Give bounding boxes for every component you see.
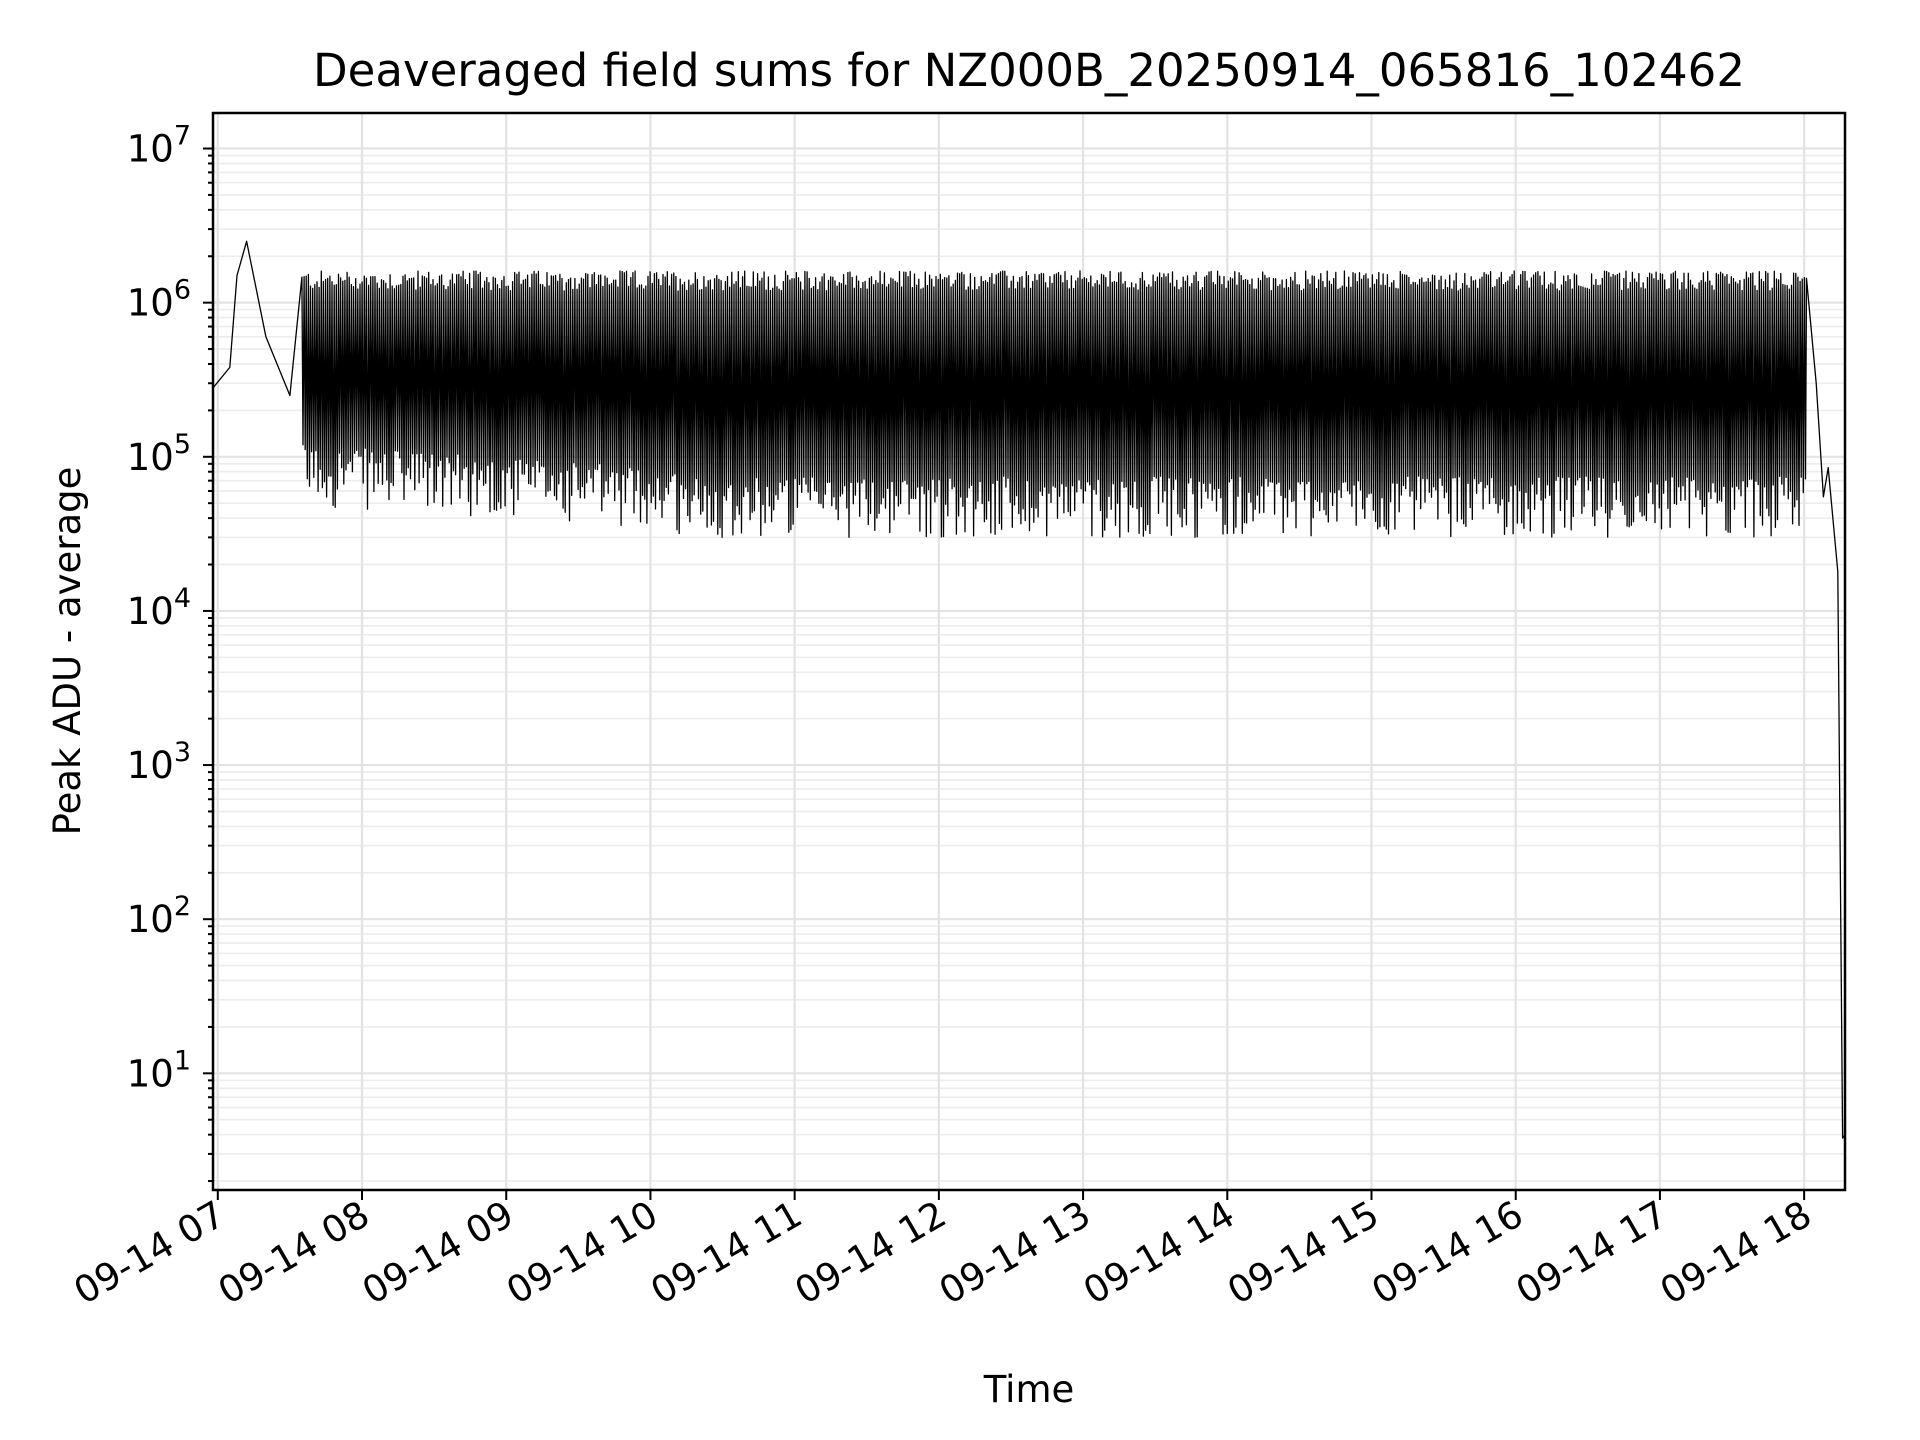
y-tick-label: 101 (127, 1045, 191, 1095)
y-axis: 101 102 103 104 105 106 107 (127, 121, 213, 1183)
chart-title: Deaveraged field sums for NZ000B_2025091… (313, 44, 1745, 97)
y-tick-label: 103 (127, 737, 191, 787)
y-axis-label: Peak ADU - average (46, 467, 89, 836)
plot-frame (211, 111, 1847, 1192)
x-axis-label: Time (983, 1368, 1075, 1411)
series-path (212, 240, 1846, 1139)
y-tick-label: 107 (127, 121, 191, 171)
y-tick-label: 105 (127, 429, 191, 479)
y-tick-label: 104 (127, 583, 191, 633)
y-tick-label: 102 (127, 891, 191, 941)
y-tick-label: 106 (127, 275, 191, 325)
series-line (212, 240, 1846, 1139)
